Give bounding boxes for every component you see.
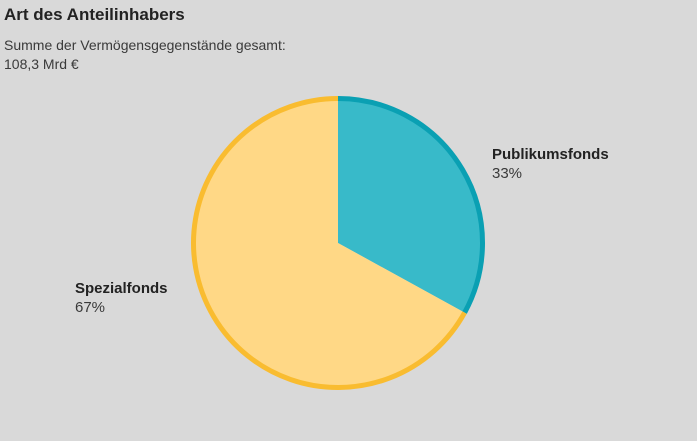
slice-value-spezialfonds: 67% — [75, 299, 106, 316]
slice-name-spezialfonds: Spezialfonds — [75, 280, 168, 297]
subtitle-line-2: 108,3 Mrd € — [4, 56, 79, 72]
chart-subtitle: Summe der Vermögensgegenstände gesamt: 1… — [4, 36, 286, 74]
pie-slice-rim-publikumsfonds — [337, 96, 485, 314]
slice-label-spezialfonds: Spezialfonds 67% — [75, 279, 168, 317]
pie-slice-publikumsfonds — [338, 98, 483, 313]
pie-slice-rim-spezialfonds — [191, 96, 467, 390]
slice-name-publikumsfonds: Publikumsfonds — [492, 146, 609, 163]
chart-title: Art des Anteilinhabers — [4, 5, 185, 24]
slice-label-publikumsfonds: Publikumsfonds 33% — [492, 145, 609, 183]
subtitle-line-1: Summe der Vermögensgegenstände gesamt: — [4, 37, 286, 53]
pie-slice-spezialfonds — [193, 98, 465, 388]
slice-value-publikumsfonds: 33% — [492, 165, 523, 182]
